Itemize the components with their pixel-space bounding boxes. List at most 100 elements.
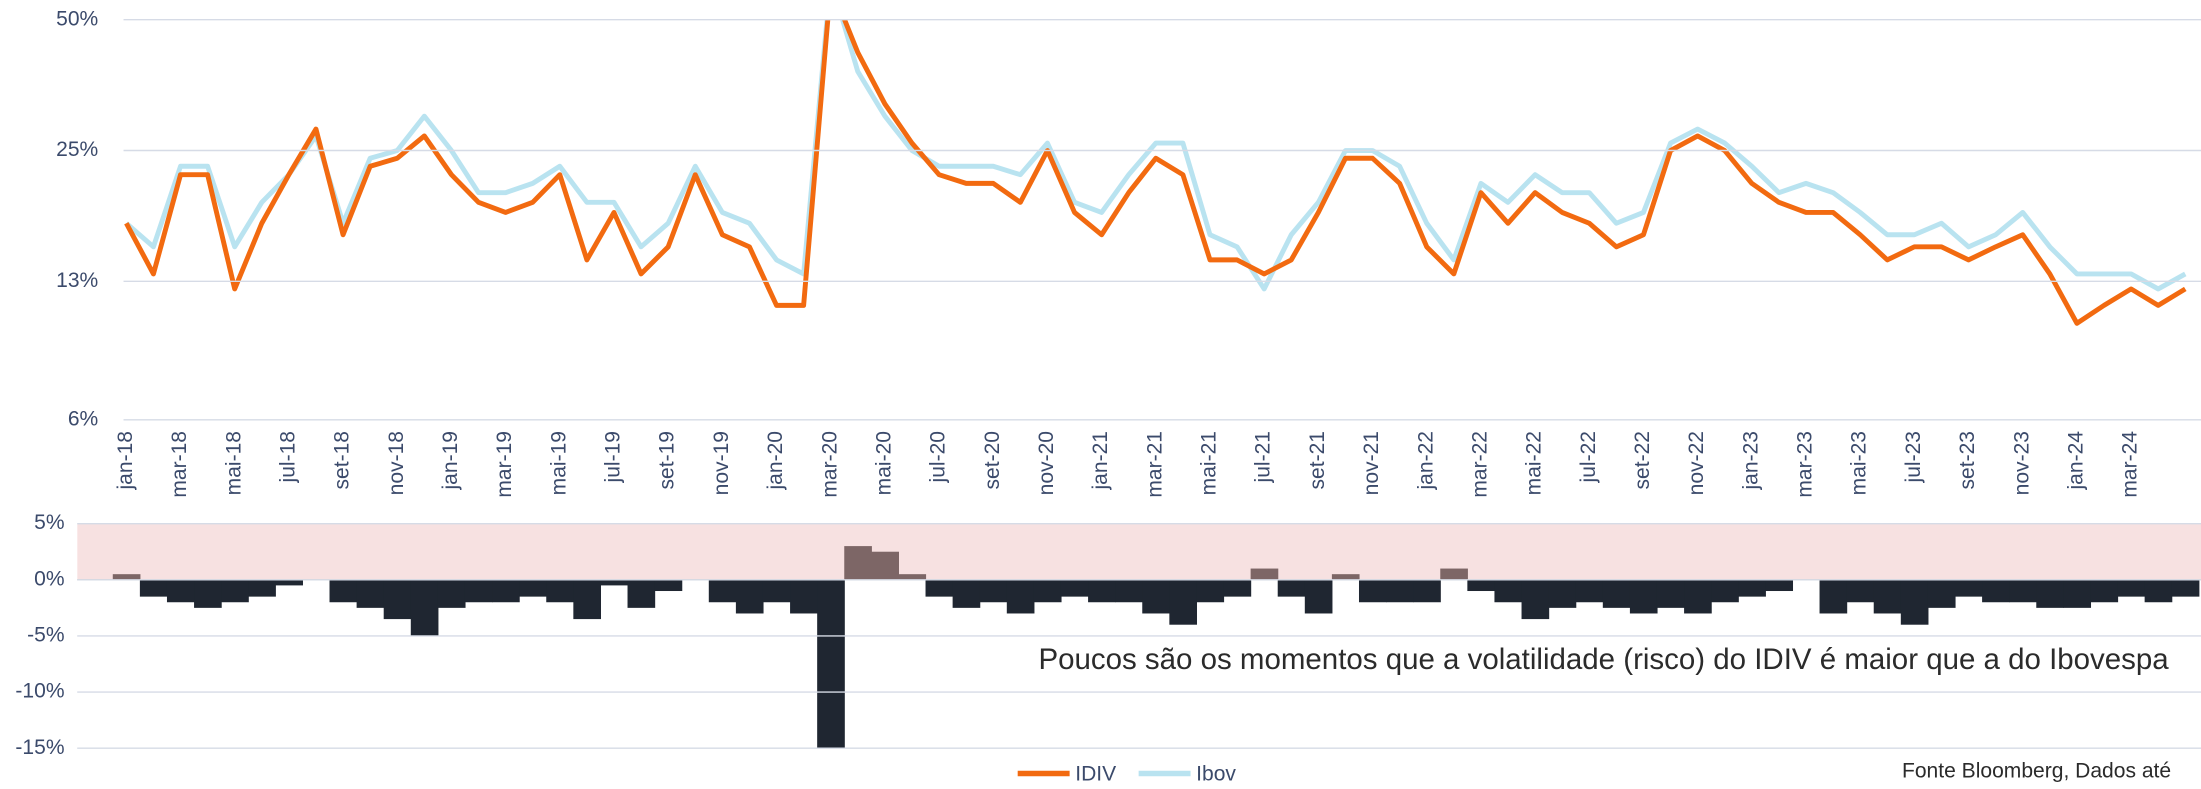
area-bar xyxy=(1331,574,1360,580)
x-tick-label: mar-23 xyxy=(1794,431,1817,498)
x-tick-label: jan-18 xyxy=(114,431,137,491)
x-tick-label: mar-20 xyxy=(818,431,841,498)
area-bar xyxy=(925,579,954,597)
area-bar xyxy=(329,579,358,603)
x-tick-label: mai-20 xyxy=(872,431,895,495)
x-tick-label: mai-19 xyxy=(547,431,570,495)
annotation: Poucos são os momentos que a volatilidad… xyxy=(1038,643,2169,676)
x-tick-label: mai-23 xyxy=(1848,431,1871,495)
line-series xyxy=(124,19,2187,326)
area-bar xyxy=(194,579,222,608)
area-bar xyxy=(464,579,493,603)
area-bar xyxy=(1115,579,1143,603)
area-bar xyxy=(1873,579,1902,614)
area-bar xyxy=(654,579,683,592)
x-tick-label: nov-18 xyxy=(385,431,408,495)
area-bar xyxy=(952,579,981,608)
area-bar xyxy=(1440,568,1468,580)
x-tick-label: set-23 xyxy=(1956,431,1979,489)
area-bar xyxy=(2171,579,2200,597)
area-bar xyxy=(1684,579,1712,614)
area-bar xyxy=(221,579,249,603)
area-bar xyxy=(1521,579,1550,620)
x-tick-label: jul-21 xyxy=(1252,431,1275,483)
area-bar xyxy=(1169,579,1198,625)
area-bar xyxy=(1738,579,1766,597)
area-bar xyxy=(1602,579,1631,608)
area-bar xyxy=(1386,579,1414,603)
area-bar xyxy=(112,574,141,580)
y-tick-label: 6% xyxy=(68,407,98,430)
area-bar xyxy=(1250,568,1279,580)
x-tick-label: jul-20 xyxy=(927,431,950,483)
area-bar xyxy=(1142,579,1170,614)
x-tick-label: mar-24 xyxy=(2119,431,2142,498)
area-bar xyxy=(1982,579,2010,603)
area-bar xyxy=(817,579,845,749)
area-bar xyxy=(1656,579,1685,608)
x-tick-label: jul-23 xyxy=(1902,431,1925,483)
area-bar xyxy=(546,579,574,603)
area-bar xyxy=(735,579,764,614)
source: Fonte Bloomberg, Dados até xyxy=(1902,760,2171,783)
x-tick-label: mar-22 xyxy=(1468,431,1491,498)
positive-band xyxy=(77,523,2201,580)
x-tick-label: jul-19 xyxy=(602,431,625,483)
x-tick-label: set-22 xyxy=(1631,431,1654,489)
area-bar xyxy=(2063,579,2092,608)
area-bar xyxy=(1358,579,1387,603)
area-bar xyxy=(2144,579,2173,603)
area-bar xyxy=(790,579,818,614)
x-tick-label: mai-21 xyxy=(1198,431,1221,495)
area-bar xyxy=(979,579,1008,603)
x-tick-label: nov-19 xyxy=(710,431,733,495)
y-tick-label: -15% xyxy=(15,736,64,759)
area-bar xyxy=(1819,579,1848,614)
area-bar xyxy=(275,579,303,586)
x-tick-label: nov-23 xyxy=(2010,431,2033,495)
area-bar xyxy=(1060,579,1089,597)
y-tick-label: -5% xyxy=(27,623,64,646)
area-bar xyxy=(1196,579,1225,603)
area-bar xyxy=(1575,579,1604,603)
x-tick-label: jul-22 xyxy=(1577,431,1600,483)
area-bar xyxy=(1765,579,1794,592)
x-tick-label: jan-20 xyxy=(764,431,787,491)
area-bar xyxy=(1413,579,1441,603)
area-bar xyxy=(1223,579,1252,597)
area-bar xyxy=(1846,579,1875,603)
area-bar xyxy=(573,579,601,620)
x-tick-label: nov-21 xyxy=(1360,431,1383,495)
area-bar xyxy=(1629,579,1658,614)
area-bar xyxy=(166,579,195,603)
area-bar xyxy=(1304,579,1333,614)
area-bar xyxy=(2090,579,2119,603)
area-bar xyxy=(1088,579,1116,603)
x-tick-label: jan-24 xyxy=(2064,431,2087,491)
y-tick-label: 25% xyxy=(56,138,98,161)
x-tick-label: jan-19 xyxy=(439,431,462,491)
x-tick-label: jan-21 xyxy=(1089,431,1112,491)
area-bar xyxy=(356,579,385,608)
x-tick-label: set-19 xyxy=(656,431,679,489)
area-bar xyxy=(139,579,168,597)
x-tick-label: mar-18 xyxy=(168,431,191,498)
area-bar xyxy=(1277,579,1306,597)
x-tick-label: mai-22 xyxy=(1523,431,1546,495)
area-bar xyxy=(1006,579,1035,614)
area-bar xyxy=(2117,579,2146,597)
area-bar xyxy=(1927,579,1956,608)
area-bar xyxy=(2009,579,2037,603)
x-tick-label: mar-21 xyxy=(1143,431,1166,498)
x-tick-label: set-20 xyxy=(981,431,1004,489)
x-tick-label: nov-22 xyxy=(1685,431,1708,495)
line-series xyxy=(124,19,2187,292)
y-tick-label: 50% xyxy=(56,7,98,30)
area-bar xyxy=(437,579,466,608)
legend-label: Ibov xyxy=(1196,762,1236,785)
area-bar xyxy=(844,546,872,580)
x-tick-label: jul-18 xyxy=(276,431,299,483)
legend-label: IDIV xyxy=(1075,762,1116,785)
x-tick-label: nov-20 xyxy=(1035,431,1058,495)
